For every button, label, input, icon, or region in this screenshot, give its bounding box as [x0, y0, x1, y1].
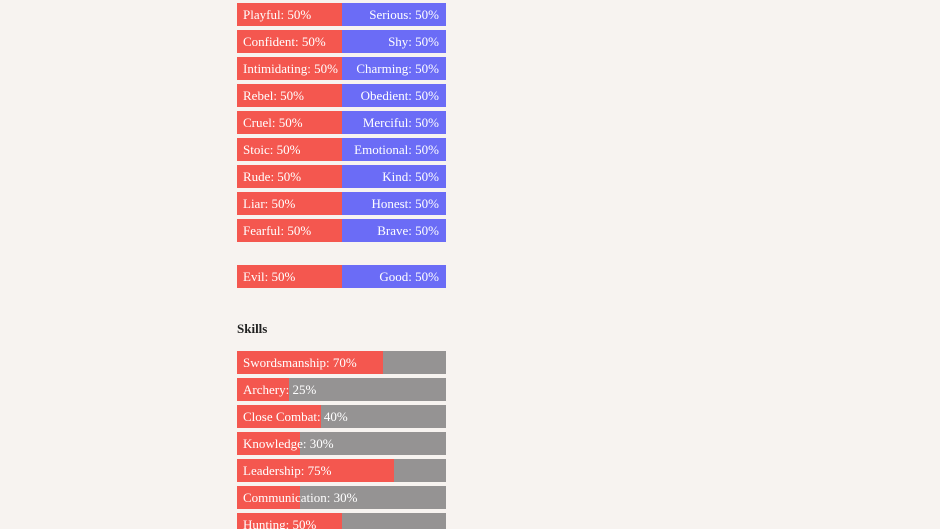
skills-title: Skills [237, 321, 268, 336]
left-segment [237, 30, 342, 53]
left-label: Rude: 50% [243, 169, 302, 184]
left-label: Confident: 50% [243, 34, 326, 49]
left-segment [237, 3, 342, 26]
right-segment [341, 84, 446, 107]
right-label: Good: 50% [379, 269, 439, 284]
right-segment [341, 30, 446, 53]
left-segment [237, 57, 342, 80]
skill-fill [237, 513, 342, 529]
trait-bar: Evil: 50% Good: 50% [237, 265, 446, 288]
skill-bar: Swordsmanship: 70% [237, 351, 446, 374]
trait-bar: Stoic: 50% Emotional: 50% [237, 138, 446, 161]
skill-label: Archery: 25% [243, 382, 317, 397]
left-label: Intimidating: 50% [243, 61, 338, 76]
left-segment [237, 265, 342, 288]
right-segment [341, 192, 446, 215]
trait-bar: Rebel: 50% Obedient: 50% [237, 84, 446, 107]
trait-bar: Rude: 50% Kind: 50% [237, 165, 446, 188]
right-segment [341, 265, 446, 288]
left-label: Fearful: 50% [243, 223, 312, 238]
skill-fill [237, 432, 300, 455]
left-segment [237, 138, 342, 161]
skill-fill [237, 405, 321, 428]
right-segment [341, 3, 446, 26]
trait-bar: Liar: 50% Honest: 50% [237, 192, 446, 215]
trait-bar: Cruel: 50% Merciful: 50% [237, 111, 446, 134]
left-segment [237, 192, 342, 215]
skill-bar: Knowledge: 30% [237, 432, 446, 455]
right-label: Merciful: 50% [362, 115, 439, 130]
skill-fill [237, 351, 384, 374]
left-label: Liar: 50% [243, 196, 296, 211]
left-label: Evil: 50% [243, 269, 296, 284]
skill-fill [237, 459, 394, 482]
right-label: Obedient: 50% [360, 88, 439, 103]
skill-fill [237, 486, 300, 509]
trait-bar: Fearful: 50% Brave: 50% [237, 219, 446, 242]
right-label: Charming: 50% [356, 61, 439, 76]
left-label: Rebel: 50% [243, 88, 305, 103]
right-segment [341, 138, 446, 161]
right-label: Honest: 50% [371, 196, 439, 211]
right-label: Shy: 50% [388, 34, 439, 49]
trait-bar: Confident: 50% Shy: 50% [237, 30, 446, 53]
left-segment [237, 219, 342, 242]
right-label: Serious: 50% [369, 7, 439, 22]
skill-label: Communication: 30% [243, 490, 358, 505]
skill-label: Swordsmanship: 70% [243, 355, 357, 370]
skill-bar: Close Combat: 40% [237, 405, 446, 428]
skill-bar: Archery: 25% [237, 378, 446, 401]
skill-label: Hunting: 50% [243, 517, 317, 529]
left-label: Playful: 50% [243, 7, 312, 22]
left-segment [237, 111, 342, 134]
right-label: Emotional: 50% [354, 142, 439, 157]
skill-label: Leadership: 75% [243, 463, 332, 478]
skill-bar: Communication: 30% [237, 486, 446, 509]
left-label: Cruel: 50% [243, 115, 303, 130]
right-segment [341, 111, 446, 134]
left-segment [237, 165, 342, 188]
skill-bar: Leadership: 75% [237, 459, 446, 482]
skill-track [237, 378, 446, 401]
skill-fill [237, 378, 290, 401]
skill-label: Close Combat: 40% [243, 409, 348, 424]
left-label: Stoic: 50% [243, 142, 301, 157]
right-segment [341, 219, 446, 242]
left-segment [237, 84, 342, 107]
right-segment [341, 165, 446, 188]
right-segment [341, 57, 446, 80]
right-label: Brave: 50% [377, 223, 439, 238]
skill-label: Knowledge: 30% [243, 436, 334, 451]
trait-bar: Playful: 50% Serious: 50% [237, 3, 446, 26]
skill-bar: Hunting: 50% [237, 513, 446, 529]
right-label: Kind: 50% [382, 169, 439, 184]
trait-bar: Intimidating: 50% Charming: 50% [237, 57, 446, 80]
